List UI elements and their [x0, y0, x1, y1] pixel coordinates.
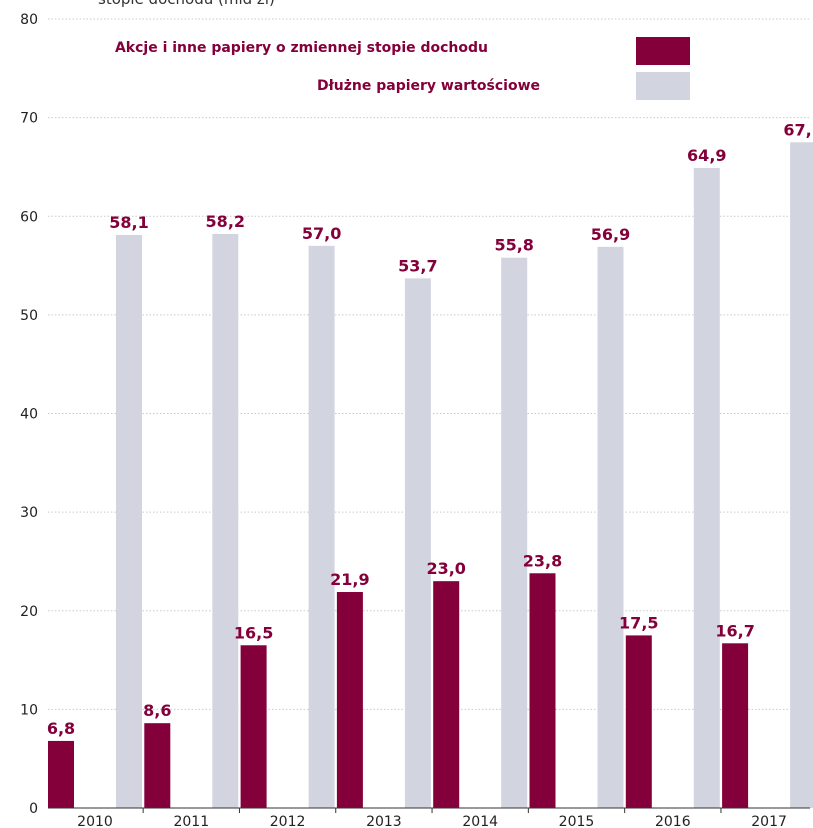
- bar-dluzne: [308, 245, 335, 808]
- data-label: 17,5: [619, 613, 658, 632]
- grid-lines: [48, 18, 810, 710]
- y-tick-label: 80: [20, 12, 38, 28]
- bar-dluzne: [693, 167, 720, 808]
- bar-akcje: [625, 635, 652, 808]
- y-tick-label: 0: [29, 801, 38, 817]
- y-tick-label: 10: [20, 702, 38, 718]
- bar-dluzne: [790, 142, 813, 808]
- legend: Akcje i inne papiery o zmiennej stopie d…: [115, 37, 690, 100]
- bar-akcje: [336, 592, 363, 808]
- x-tick-label: 2016: [655, 814, 691, 828]
- data-label: 55,8: [494, 236, 533, 255]
- y-tick-label: 40: [20, 407, 38, 423]
- data-label: 21,9: [330, 570, 369, 589]
- bars: [48, 142, 813, 809]
- y-tick-label: 30: [20, 505, 38, 521]
- value-labels: 6,8 58,1 8,6 58,2 16,5 57,0 21,9 53,7 23,0 55,8 23…: [47, 120, 813, 738]
- y-tick-label: 20: [20, 604, 38, 620]
- data-label: 16,5: [234, 623, 273, 642]
- data-label: 67,5: [783, 120, 813, 139]
- data-label: 8,6: [143, 701, 171, 720]
- chart-subtitle: stopie dochodu (mld zł): [98, 0, 275, 8]
- data-label: 23,8: [523, 551, 562, 570]
- x-tick-label: 2015: [559, 814, 595, 828]
- bar-akcje: [240, 645, 267, 808]
- y-tick-label: 50: [20, 308, 38, 324]
- bar-akcje: [529, 573, 556, 808]
- y-axis-ticks: 0 10 20 30 40 50 60 70 80: [20, 12, 38, 817]
- legend-swatch-akcje: [636, 37, 690, 65]
- legend-label-dluzne: Dłużne papiery wartościowe: [317, 78, 540, 94]
- bar-akcje: [48, 740, 74, 808]
- legend-label-akcje: Akcje i inne papiery o zmiennej stopie d…: [115, 40, 488, 56]
- bar-akcje: [144, 723, 171, 808]
- x-tick-label: 2011: [173, 814, 209, 828]
- data-label: 6,8: [47, 719, 75, 738]
- data-label: 64,9: [687, 146, 726, 165]
- data-label: 16,7: [715, 621, 754, 640]
- bar-dluzne: [212, 234, 239, 808]
- y-tick-label: 70: [20, 111, 38, 127]
- bar-dluzne: [597, 246, 624, 809]
- data-label: 57,0: [302, 224, 341, 243]
- x-tick-label: 2014: [462, 814, 498, 828]
- x-axis-ticks: 2010 2011 2012 2013 2014 2015 2016 2017: [77, 808, 787, 828]
- data-label: 58,2: [206, 212, 245, 231]
- bar-dluzne: [116, 234, 142, 808]
- bar-akcje: [722, 643, 749, 808]
- x-tick-label: 2012: [270, 814, 306, 828]
- legend-swatch-dluzne: [636, 72, 690, 100]
- data-label: 23,0: [426, 559, 465, 578]
- bar-akcje: [433, 581, 460, 808]
- y-tick-label: 60: [20, 209, 38, 225]
- bar-dluzne: [404, 278, 431, 808]
- data-label: 58,1: [109, 213, 148, 232]
- x-tick-label: 2017: [751, 814, 787, 828]
- x-tick-label: 2010: [77, 814, 113, 828]
- data-label: 53,7: [398, 256, 437, 275]
- data-label: 56,9: [591, 225, 630, 244]
- bar-dluzne: [501, 257, 528, 808]
- x-tick-label: 2013: [366, 814, 402, 828]
